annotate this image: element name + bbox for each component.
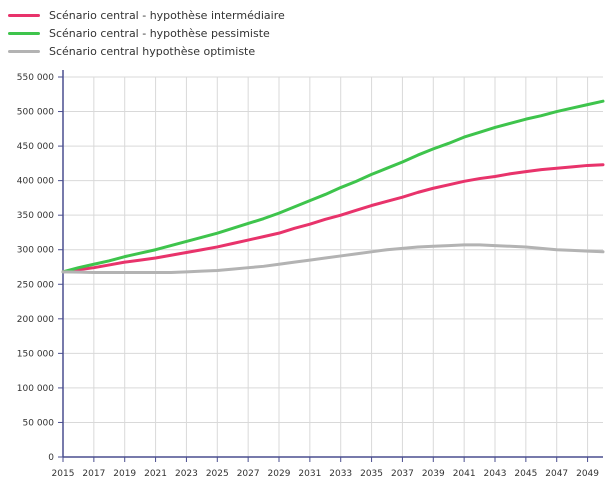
series-line-0	[61, 163, 605, 274]
tick-labels: 0 50 000 100 000 150 000 200 000 250 000 300 0…	[17, 73, 600, 479]
x-tick-label: 2017	[82, 469, 105, 479]
x-tick-label: 2035	[360, 469, 383, 479]
legend-item-pessimiste[interactable]: Scénario central - hypothèse pessimiste	[8, 24, 270, 42]
legend-swatch-intermediaire	[8, 13, 40, 17]
x-tick-label: 2039	[422, 469, 445, 479]
legend-label-optimiste: Scénario central hypothèse optimiste	[49, 44, 256, 58]
x-tick-label: 2045	[514, 469, 537, 479]
legend-swatch-pessimiste	[8, 31, 40, 35]
y-tick-label: 450 000	[17, 142, 54, 152]
series-line-1	[61, 99, 605, 274]
x-tick-label: 2031	[298, 469, 321, 479]
x-tick-label: 2027	[237, 469, 260, 479]
axes	[58, 70, 603, 462]
x-tick-label: 2047	[545, 469, 568, 479]
legend-item-optimiste[interactable]: Scénario central hypothèse optimiste	[8, 42, 255, 60]
legend-swatch-optimiste	[8, 49, 40, 53]
x-tick-label: 2043	[484, 469, 507, 479]
grid	[63, 76, 603, 457]
y-tick-label: 300 000	[17, 246, 54, 256]
x-tick-label: 2021	[144, 469, 167, 479]
chart-legend: Scénario central - hypothèse intermédiai…	[0, 0, 615, 64]
x-tick-label: 2019	[113, 469, 136, 479]
legend-item-intermediaire[interactable]: Scénario central - hypothèse intermédiai…	[8, 6, 285, 24]
x-tick-label: 2041	[453, 469, 476, 479]
y-tick-label: 0	[48, 453, 54, 463]
legend-label-pessimiste: Scénario central - hypothèse pessimiste	[49, 26, 270, 40]
x-tick-label: 2037	[391, 469, 414, 479]
y-tick-label: 100 000	[17, 384, 54, 394]
y-tick-label: 350 000	[17, 211, 54, 221]
y-tick-label: 500 000	[17, 108, 54, 118]
y-tick-label: 400 000	[17, 177, 54, 187]
series-line-2	[61, 243, 605, 275]
x-tick-label: 2025	[206, 469, 229, 479]
x-tick-label: 2049	[576, 469, 599, 479]
y-tick-label: 150 000	[17, 349, 54, 359]
legend-label-intermediaire: Scénario central - hypothèse intermédiai…	[49, 8, 285, 22]
y-tick-label: 50 000	[23, 418, 55, 428]
series-lines	[61, 99, 605, 275]
y-tick-label: 550 000	[17, 73, 54, 83]
x-tick-label: 2029	[268, 469, 291, 479]
x-tick-label: 2023	[175, 469, 198, 479]
y-tick-label: 250 000	[17, 280, 54, 290]
y-tick-label: 200 000	[17, 315, 54, 325]
x-tick-label: 2033	[329, 469, 352, 479]
x-tick-label: 2015	[52, 469, 75, 479]
